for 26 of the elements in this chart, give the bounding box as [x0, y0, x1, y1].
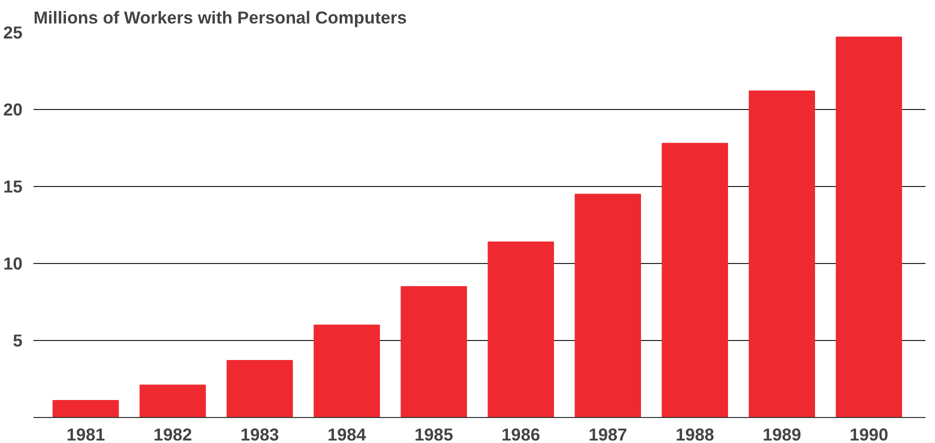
bar: [836, 36, 902, 418]
y-tick-label: 5: [12, 330, 23, 350]
x-tick-label: 1982: [153, 424, 192, 443]
x-tick-label: 1983: [240, 424, 280, 443]
y-tick-label: 10: [3, 254, 23, 274]
x-tick-label: 1988: [676, 424, 715, 443]
bar: [662, 142, 728, 418]
bar: [140, 384, 206, 418]
x-tick-label: 1989: [762, 424, 802, 443]
bar: [226, 360, 293, 418]
y-tick-label: 25: [3, 22, 23, 42]
y-tick-label: 15: [3, 176, 23, 196]
bar: [574, 194, 641, 418]
x-tick-label: 1984: [328, 424, 366, 443]
y-tick-label: 20: [3, 100, 23, 120]
bar: [488, 241, 554, 418]
bar: [314, 324, 380, 418]
x-tick-label: 1985: [414, 424, 454, 443]
bar: [748, 90, 816, 418]
x-tick-label: 1986: [502, 424, 540, 443]
x-tick-label: 1990: [850, 424, 888, 443]
bar: [52, 400, 119, 418]
x-tick-label: 1987: [588, 424, 628, 443]
bar: [400, 286, 467, 418]
x-tick-label: 1981: [66, 424, 106, 443]
chart-title: Millions of Workers with Personal Computers: [34, 8, 407, 28]
